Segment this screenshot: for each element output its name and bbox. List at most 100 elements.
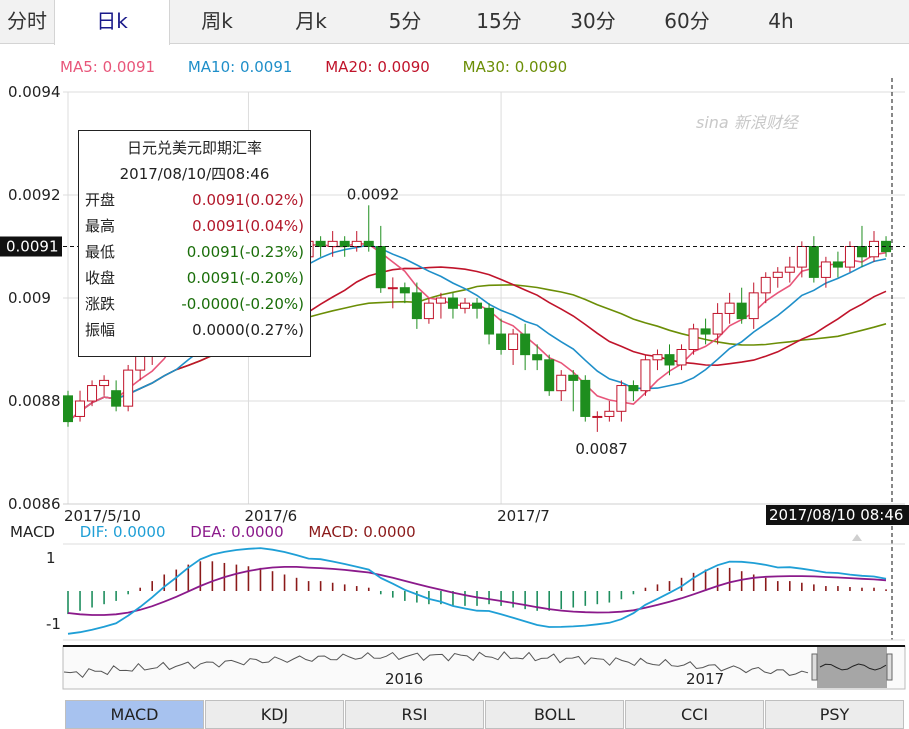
candle-body: [484, 307, 495, 335]
candle-body: [496, 333, 507, 350]
indicator-tab-boll[interactable]: BOLL: [485, 700, 624, 729]
tab-4[interactable]: 5分: [388, 9, 422, 33]
candle-body: [856, 246, 867, 258]
candle-body: [423, 302, 434, 320]
candle-body: [796, 246, 807, 268]
candle-body: [808, 246, 819, 278]
dif-line: [67, 547, 887, 635]
candle-body: [664, 354, 675, 366]
candle-body: [784, 266, 795, 273]
candle-body: [87, 385, 98, 402]
macd-tick-label: 1: [46, 549, 56, 567]
tab-8[interactable]: 4h: [768, 9, 794, 33]
tooltip-row: 振幅 0.0000(0.27%): [85, 317, 304, 343]
candle-body: [123, 369, 134, 407]
candle-body: [772, 271, 783, 278]
y-tick-label: 0.0092: [8, 186, 61, 204]
ma5-label: MA5: 0.0091: [60, 58, 156, 76]
candle-body: [832, 261, 843, 268]
tab-1[interactable]: 日k: [54, 0, 170, 45]
candle-body: [568, 374, 579, 381]
tab-2[interactable]: 周k: [201, 9, 233, 33]
candle-body: [580, 379, 591, 417]
overview-window-line: [819, 663, 887, 671]
x-tick-label: 2017/6: [244, 507, 297, 525]
macd-name: MACD: [10, 523, 55, 541]
candle-body: [592, 415, 603, 418]
tab-6[interactable]: 30分: [570, 9, 616, 33]
tooltip-row-value: -0.0000(-0.20%): [181, 295, 304, 313]
tooltip-row: 收盘 0.0091(-0.20%): [85, 265, 304, 291]
dif-label: DIF: 0.0000: [79, 523, 166, 541]
indicator-tabs: MACD KDJ RSI BOLL CCI PSY: [65, 700, 905, 729]
candle-body: [387, 287, 398, 290]
tooltip-row-label: 最低: [85, 243, 116, 261]
candle-body: [748, 292, 759, 320]
tooltip-row-value: 0.0091(-0.23%): [186, 243, 304, 261]
price-marker-box: [0, 236, 62, 257]
overview-right-handle: [886, 653, 893, 681]
extreme-annotation: 0.0087: [575, 440, 628, 458]
candle-body: [869, 240, 880, 258]
candle-body: [472, 302, 483, 309]
candle-body: [520, 333, 531, 356]
candle-body: [532, 354, 543, 361]
tooltip-row: 涨跌 -0.0000(-0.20%): [85, 291, 304, 317]
candle-body: [508, 333, 519, 350]
indicator-tab-rsi[interactable]: RSI: [345, 700, 484, 729]
candle-body: [375, 246, 386, 289]
candle-body: [700, 328, 711, 335]
tooltip-row: 开盘 0.0091(0.02%): [85, 187, 304, 213]
candle-body: [435, 297, 446, 304]
tab-3[interactable]: 月k: [295, 9, 327, 33]
y-tick-label: 0.0088: [8, 392, 61, 410]
candle-body: [844, 246, 855, 268]
tooltip-row-label: 收盘: [85, 269, 116, 287]
tooltip-row-label: 涨跌: [85, 295, 116, 313]
candle-body: [99, 379, 110, 387]
tooltip-row-value: 0.0091(-0.20%): [186, 269, 304, 287]
y-tick-label: 0.0086: [8, 495, 61, 513]
tooltip-row-value: 0.0091(0.02%): [192, 191, 304, 209]
candle-body: [652, 354, 663, 361]
macd-value-label: MACD: 0.0000: [308, 523, 416, 541]
overview-frame: [62, 645, 906, 690]
scroll-up-icon: [852, 534, 862, 541]
candle-body: [712, 312, 723, 335]
tab-7[interactable]: 60分: [664, 9, 710, 33]
time-marker-label: 2017/08/10 08:46: [769, 506, 903, 524]
candle-body: [411, 292, 422, 320]
x-tick-label: 2017/7: [497, 507, 550, 525]
tab-5[interactable]: 15分: [476, 9, 522, 33]
tooltip-row-label: 最高: [85, 217, 116, 235]
indicator-tab-psy[interactable]: PSY: [765, 700, 904, 729]
candle-body: [640, 359, 651, 392]
candle-body: [315, 240, 326, 248]
candle-body: [75, 400, 86, 417]
tooltip-row: 最低 0.0091(-0.23%): [85, 239, 304, 265]
candle-body: [63, 395, 73, 423]
indicator-tab-macd[interactable]: MACD: [65, 700, 204, 729]
candle-body: [724, 302, 735, 314]
tab-0[interactable]: 分时: [7, 9, 47, 33]
indicator-tab-cci[interactable]: CCI: [625, 700, 764, 729]
price-marker-label: 0.0091: [6, 238, 59, 256]
ma10-label: MA10: 0.0091: [187, 58, 293, 76]
candle-body: [339, 240, 350, 248]
candle-body: [111, 390, 122, 407]
indicator-tab-kdj[interactable]: KDJ: [205, 700, 344, 729]
dea-line: [67, 566, 887, 616]
sina-watermark: sina 新浪财经: [696, 113, 800, 132]
macd-legend: MACD DIF: 0.0000 DEA: 0.0000 MACD: 0.000…: [10, 523, 436, 541]
period-tabs: 分时 日k 周k 月k 5分 15分 30分 60分 4h: [0, 0, 909, 45]
time-marker-box: [766, 505, 909, 525]
ma20-label: MA20: 0.0090: [325, 58, 430, 76]
tooltip-title: 日元兑美元即期汇率: [126, 139, 262, 157]
tooltip-row-label: 振幅: [85, 321, 116, 339]
candle-body: [688, 328, 699, 350]
candle-body: [459, 302, 470, 309]
extreme-annotation: 0.0092: [347, 185, 400, 203]
candle-body: [616, 385, 627, 412]
overview-left-handle: [811, 653, 818, 681]
